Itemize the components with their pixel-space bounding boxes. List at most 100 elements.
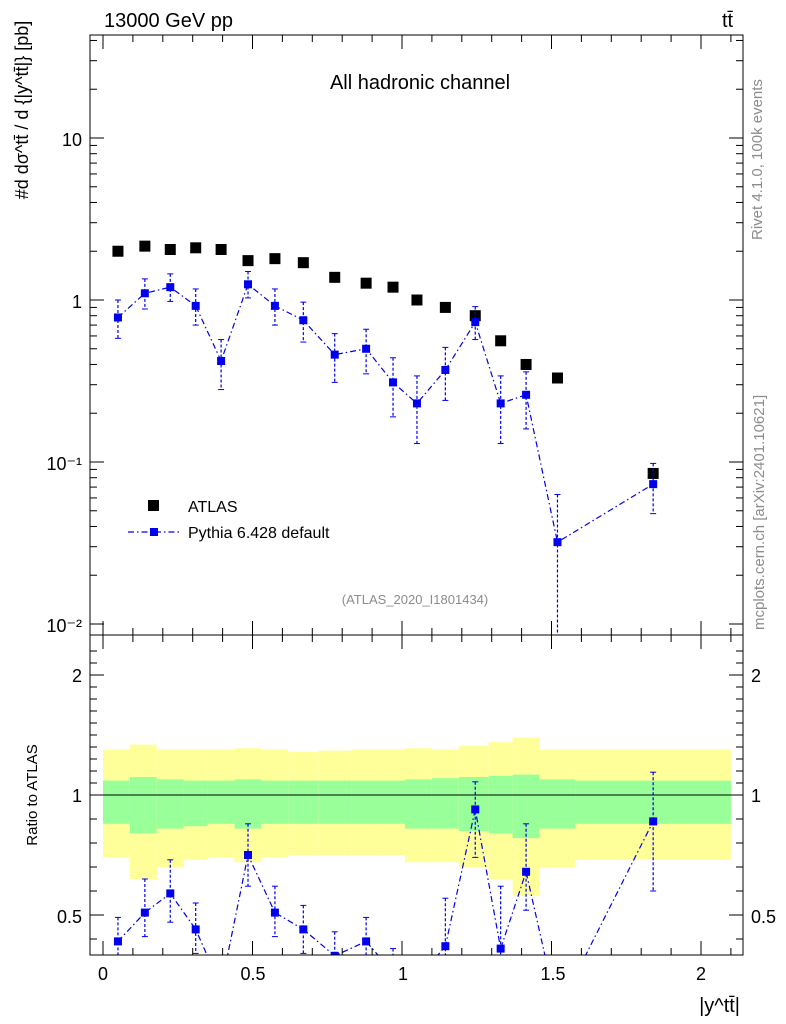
ratio-y-tick-label-right-1: 1: [751, 786, 761, 806]
ratio-clip-mask: [0, 955, 786, 1024]
main-tick-labels: 10⁻² 10⁻¹ 1 10: [46, 130, 82, 636]
y-tick-label-10: 10: [62, 130, 82, 150]
ratio-pythia-point: [140, 908, 149, 917]
ratio-tick-labels: 0.5 1 2 0.5 1 2 0 0.5 1 1.5 2: [57, 666, 776, 984]
legend: ATLAS Pythia 6.428 default: [128, 499, 330, 542]
atlas-point: [469, 310, 481, 322]
source-label: mcplots.cern.ch [arXiv:2401.10621]: [751, 395, 768, 630]
y-tick-label-0.01: 10⁻²: [46, 616, 82, 636]
legend-pythia-label: Pythia 6.428 default: [188, 525, 330, 542]
ratio-pythia-point: [522, 867, 531, 876]
green-band: [488, 775, 513, 834]
ratio-y-tick-label-1: 1: [72, 786, 82, 806]
green-band: [261, 780, 289, 824]
ratio-pythia-point: [649, 817, 658, 826]
pythia-point: [362, 344, 371, 353]
energy-label: 13000 GeV pp: [104, 10, 233, 32]
x-tick-label-1.5: 1.5: [540, 964, 565, 984]
pythia-point: [389, 378, 398, 387]
ratio-pythia-point: [496, 944, 505, 953]
atlas-point: [242, 255, 254, 267]
atlas-point: [269, 253, 281, 265]
main-data-layer: [112, 240, 659, 634]
green-band: [539, 779, 576, 829]
green-band: [103, 780, 130, 824]
pythia-point: [299, 316, 308, 325]
x-axis-label: |y^tt̄|: [699, 995, 740, 1017]
pythia-point: [522, 390, 531, 399]
ratio-axis-ticks: [90, 635, 743, 955]
legend-atlas-marker: [148, 500, 159, 511]
analysis-tag: (ATLAS_2020_I1801434): [342, 592, 488, 607]
ratio-y-tick-label-right-0.5: 0.5: [751, 907, 776, 927]
green-band: [288, 780, 319, 824]
process-label: tt̄: [722, 10, 734, 32]
x-tick-label-0: 0: [98, 964, 108, 984]
pythia-point: [217, 357, 226, 366]
atlas-point: [551, 372, 563, 384]
pythia-point: [412, 399, 421, 408]
ratio-pythia-point: [244, 851, 253, 859]
ratio-pythia-point: [471, 805, 480, 814]
ratio-y-tick-label-2: 2: [72, 666, 82, 686]
pythia-point: [166, 283, 175, 292]
ratio-panel: 0.5 1 2 0.5 1 2 0 0.5 1 1.5 2 Ratio to A…: [0, 634, 786, 1024]
green-band: [156, 779, 184, 829]
pythia-point: [649, 480, 658, 489]
pythia-point: [270, 301, 279, 310]
green-band: [431, 778, 459, 829]
ratio-pythia-point: [191, 925, 200, 934]
ratio-pythia-point: [166, 889, 175, 898]
ratio-uncertainty-bands: [103, 737, 731, 896]
legend-pythia-marker: [150, 528, 158, 536]
green-band: [234, 779, 262, 829]
green-band: [129, 777, 157, 834]
atlas-point: [139, 240, 151, 252]
green-band: [183, 780, 208, 827]
green-band: [207, 780, 235, 824]
ratio-y-tick-label-0.5: 0.5: [57, 907, 82, 927]
pythia-point: [244, 280, 253, 289]
chart-title: All hadronic channel: [330, 72, 510, 94]
atlas-point: [495, 335, 507, 347]
pythia-point: [471, 318, 480, 327]
ratio-pythia-point: [270, 908, 279, 917]
ratio-y-tick-label-right-2: 2: [751, 666, 761, 686]
green-band: [351, 780, 382, 824]
legend-atlas-label: ATLAS: [188, 499, 238, 516]
pythia-line: [117, 283, 654, 544]
atlas-point: [387, 281, 399, 293]
green-band: [512, 774, 540, 839]
pythia-point: [191, 301, 200, 310]
pythia-point: [496, 399, 505, 408]
main-plot-frame: [89, 34, 744, 636]
pythia-point: [113, 313, 122, 322]
atlas-point: [329, 271, 341, 283]
atlas-point: [360, 277, 372, 289]
ratio-y-axis-label: Ratio to ATLAS: [24, 744, 41, 845]
green-band: [318, 780, 352, 824]
pythia-point: [441, 365, 450, 374]
ratio-pythia-point: [441, 942, 450, 951]
atlas-point: [190, 242, 202, 254]
rivet-label: Rivet 4.1.0, 100k events: [749, 79, 766, 240]
green-band: [404, 779, 432, 829]
y-tick-label-0.1: 10⁻¹: [46, 454, 82, 474]
atlas-point: [411, 294, 423, 306]
y-axis-label: #d dσ^tt̄ / d {|y^tt̄|} [pb]: [12, 21, 32, 199]
pythia-point: [330, 350, 339, 359]
pythia-point: [553, 538, 562, 547]
x-tick-label-0.5: 0.5: [240, 964, 265, 984]
ratio-pythia-point: [362, 937, 371, 946]
ratio-pythia-point: [113, 937, 122, 946]
x-tick-label-1: 1: [398, 964, 408, 984]
atlas-point: [215, 243, 227, 255]
ratio-pythia-point: [299, 925, 308, 934]
x-tick-label-2: 2: [696, 964, 706, 984]
main-axis-ticks: [90, 35, 743, 635]
atlas-point: [297, 257, 309, 269]
atlas-point: [164, 243, 176, 255]
atlas-point: [439, 301, 451, 313]
pythia-point: [140, 289, 149, 298]
